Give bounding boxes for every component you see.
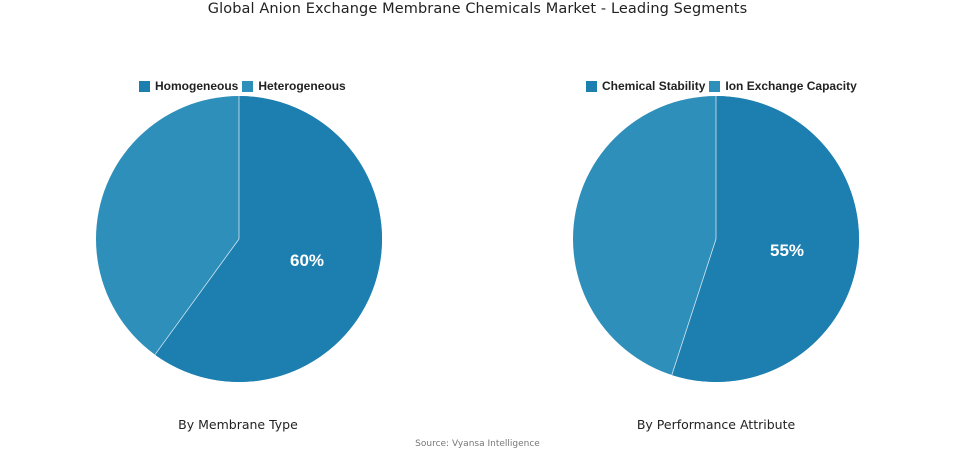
pie-slice-chemical-stability [671, 96, 860, 382]
legend-swatch-icon [709, 80, 721, 92]
legend-item-heterogeneous: Heterogeneous [242, 79, 346, 93]
legend-swatch-icon [586, 80, 597, 92]
chart-title: Global Anion Exchange Membrane Chemicals… [207, 1, 748, 17]
legend-item-homogeneous: Homogeneous [139, 79, 238, 93]
legend-membrane-type: Homogeneous Heterogeneous [139, 79, 350, 93]
pie-slice-homogeneous [154, 96, 383, 383]
legend-label: Chemical Stability [602, 79, 706, 93]
pie-label-homogeneous: 60% [289, 251, 325, 270]
legend-item-chemical-stability: Chemical Stability [586, 79, 705, 93]
legend-performance-attribute: Chemical Stability Ion Exchange Capacity [586, 79, 861, 93]
source-note: Source: Vyansa Intelligence [415, 439, 540, 449]
legend-swatch-icon [139, 80, 150, 92]
subtitle-membrane-type: By Membrane Type [178, 417, 298, 432]
pie-chart-membrane-type [96, 96, 383, 383]
pie-label-chemical-stability: 55% [769, 241, 805, 260]
legend-label: Heterogeneous [258, 79, 346, 93]
pie-chart-performance-attribute [573, 96, 860, 382]
legend-label: Homogeneous [155, 79, 239, 93]
legend-item-ion-exchange-capacity: Ion Exchange Capacity [709, 79, 857, 93]
legend-swatch-icon [242, 80, 254, 92]
legend-label: Ion Exchange Capacity [725, 79, 857, 93]
subtitle-performance-attribute: By Performance Attribute [636, 417, 796, 432]
